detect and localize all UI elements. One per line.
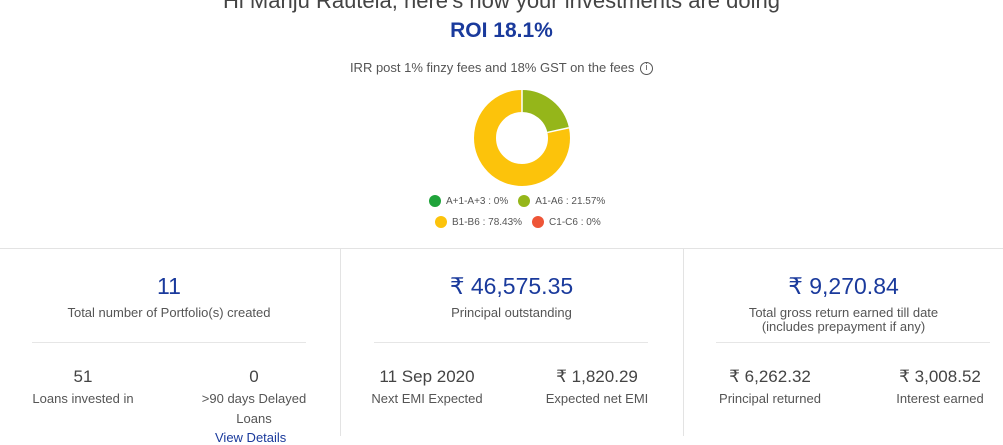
gross-return-amount: ₹ 9,270.84 bbox=[788, 273, 899, 299]
donut-legend-row-1: A+1-A+3 : 0% A1-A6 : 21.57% bbox=[429, 195, 615, 207]
portfolio-count-label: Total number of Portfolio(s) created bbox=[67, 305, 271, 320]
panel-1-inner-divider bbox=[32, 342, 306, 343]
legend-item-a[interactable]: A1-A6 : 21.57% bbox=[518, 195, 605, 207]
gross-return-label-line-2: (includes prepayment if any) bbox=[761, 319, 926, 334]
info-icon[interactable]: i bbox=[640, 62, 654, 75]
panel-divider-2 bbox=[683, 249, 684, 436]
loans-invested-count: 51 bbox=[73, 367, 93, 386]
legend-label-c: C1-C6 : 0% bbox=[549, 216, 601, 228]
irr-note-text: IRR post 1% finzy fees and 18% GST on th… bbox=[349, 60, 635, 75]
next-emi-date: 11 Sep 2020 bbox=[379, 367, 475, 386]
panel-3-inner-divider bbox=[716, 342, 990, 343]
legend-dot-c bbox=[532, 216, 545, 228]
interest-earned-label: Interest earned bbox=[896, 391, 984, 406]
principal-returned-label: Principal returned bbox=[719, 391, 821, 406]
donut-slice-separator bbox=[547, 127, 570, 134]
principal-returned-amount: ₹ 6,262.32 bbox=[729, 367, 811, 386]
next-emi-label: Next EMI Expected bbox=[371, 391, 483, 406]
legend-dot-b bbox=[435, 216, 447, 228]
interest-earned-amount: ₹ 3,008.52 bbox=[899, 367, 981, 386]
section-divider bbox=[0, 248, 1003, 249]
roi-value: ROI 18.1% bbox=[450, 19, 553, 42]
panel-divider-1 bbox=[340, 249, 341, 436]
legend-label-a-plus: A+1-A+3 : 0% bbox=[446, 195, 509, 207]
greeting-heading: Hi Manju Rautela, here's how your invest… bbox=[223, 0, 780, 13]
legend-dot-a bbox=[518, 195, 531, 207]
delayed-loans-label-line-1: >90 days Delayed bbox=[201, 391, 307, 406]
delayed-loans-label-line-2: Loans bbox=[236, 411, 272, 426]
portfolio-count: 11 bbox=[157, 273, 181, 299]
principal-outstanding-label: Principal outstanding bbox=[451, 305, 572, 320]
legend-dot-a-plus bbox=[429, 195, 441, 207]
expected-emi-amount: ₹ 1,820.29 bbox=[556, 367, 638, 386]
donut-legend-row-2: B1-B6 : 78.43% C1-C6 : 0% bbox=[435, 216, 611, 228]
gross-return-label-line-1: Total gross return earned till date bbox=[748, 305, 939, 320]
grade-donut-chart bbox=[474, 90, 570, 186]
legend-item-a-plus[interactable]: A+1-A+3 : 0% bbox=[429, 195, 508, 207]
legend-item-c[interactable]: C1-C6 : 0% bbox=[532, 216, 601, 228]
irr-note: IRR post 1% finzy fees and 18% GST on th… bbox=[0, 60, 1003, 75]
expected-emi-label: Expected net EMI bbox=[545, 391, 649, 406]
legend-item-b[interactable]: B1-B6 : 78.43% bbox=[435, 216, 522, 228]
panel-2-inner-divider bbox=[374, 342, 648, 343]
loans-invested-label: Loans invested in bbox=[32, 391, 134, 406]
legend-label-a: A1-A6 : 21.57% bbox=[535, 195, 606, 207]
view-details-link[interactable]: View Details bbox=[215, 430, 287, 445]
delayed-loans-count: 0 bbox=[249, 367, 259, 386]
legend-label-b: B1-B6 : 78.43% bbox=[452, 216, 523, 228]
principal-outstanding-amount: ₹ 46,575.35 bbox=[449, 273, 574, 299]
